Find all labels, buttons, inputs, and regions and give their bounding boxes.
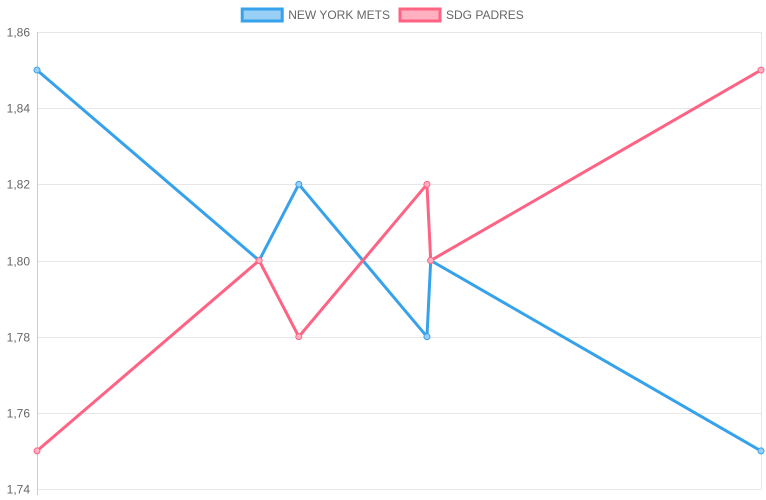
legend-label: NEW YORK METS [288,8,390,22]
data-point [423,180,431,188]
series-line [36,68,762,453]
data-point [757,447,765,455]
y-tick-label: 1,80 [7,255,31,269]
data-point [33,447,41,455]
grid [37,32,762,495]
y-tick-label: 1,76 [7,407,31,421]
data-point [255,257,263,264]
legend-swatch [398,7,442,23]
y-tick-label: 1,78 [7,331,31,345]
y-tick-label: 1,86 [7,26,31,40]
data-point [757,66,765,74]
y-axis-ticks: 1,74 1,76 1,78 1,80 1,82 1,84 1,86 [7,26,31,497]
y-tick-label: 1,74 [7,483,31,497]
y-tick-label: 1,82 [7,178,31,192]
legend-item: SDG PADRES [398,7,524,23]
legend-swatch [240,7,284,23]
series-line [36,68,762,453]
data-point [423,333,431,341]
series-layer [33,66,765,455]
data-point [295,180,303,188]
series-new-york-mets [33,66,765,455]
y-tick-label: 1,84 [7,102,31,116]
legend-item: NEW YORK METS [240,7,390,23]
legend-label: SDG PADRES [446,8,524,22]
data-point [295,333,303,341]
data-point [33,66,41,74]
legend: NEW YORK METS SDG PADRES [240,7,524,23]
data-point [427,257,435,264]
series-sdg-padres [33,66,765,455]
